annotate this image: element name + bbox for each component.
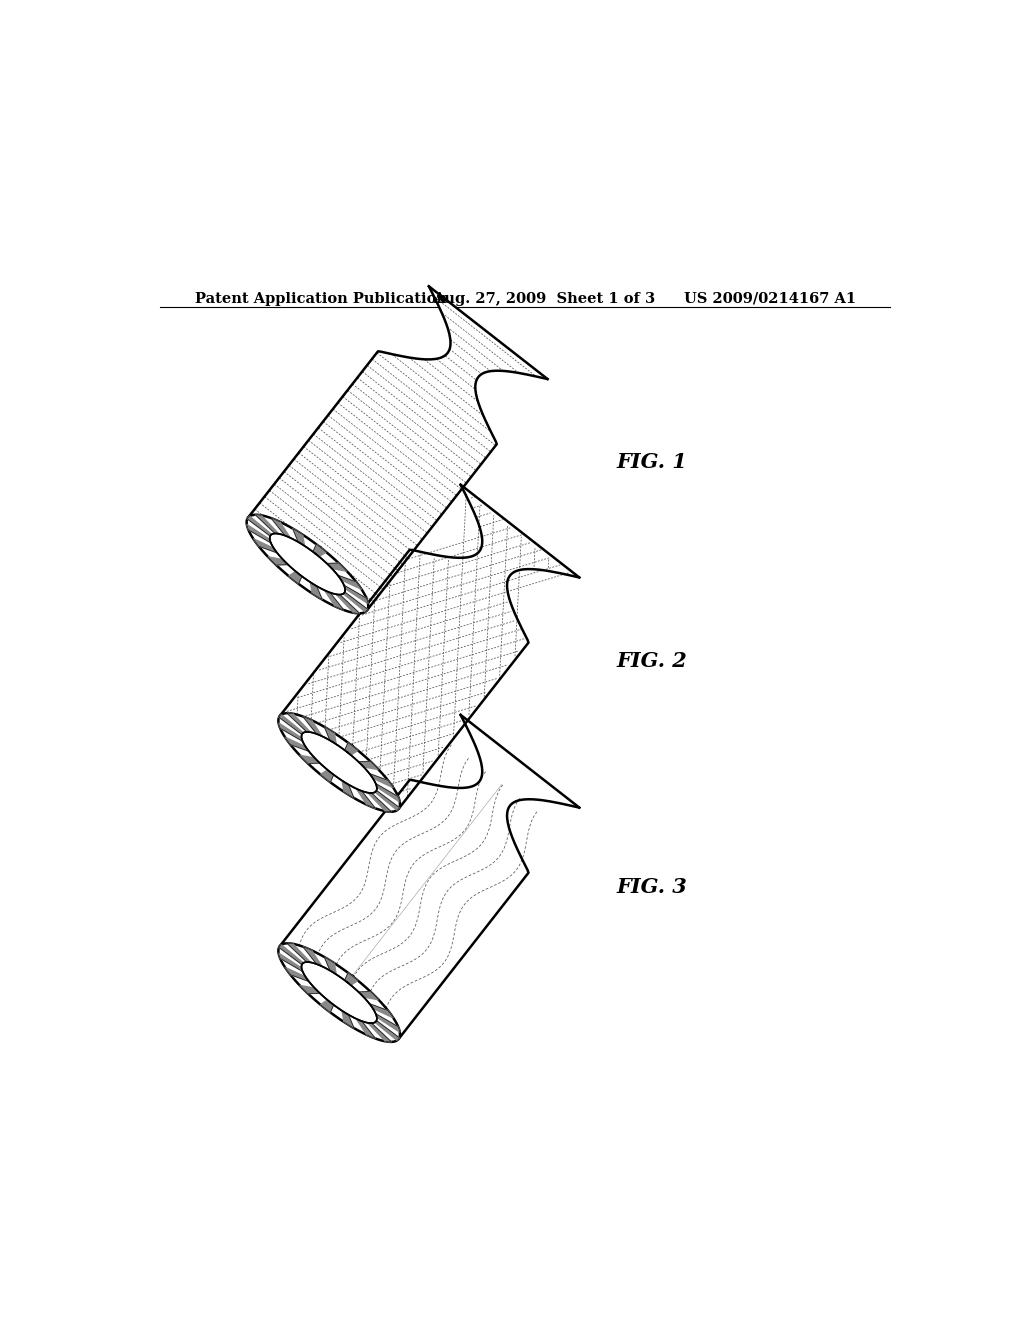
- Polygon shape: [342, 780, 354, 799]
- Polygon shape: [268, 557, 288, 565]
- Polygon shape: [300, 986, 319, 994]
- Polygon shape: [310, 582, 323, 599]
- Polygon shape: [271, 519, 290, 537]
- Polygon shape: [269, 533, 345, 594]
- Text: FIG. 2: FIG. 2: [616, 651, 687, 671]
- Polygon shape: [321, 1001, 334, 1012]
- Polygon shape: [345, 743, 358, 755]
- Polygon shape: [375, 791, 399, 810]
- Polygon shape: [287, 713, 310, 733]
- Text: US 2009/0214167 A1: US 2009/0214167 A1: [684, 292, 856, 306]
- Polygon shape: [248, 286, 548, 610]
- Polygon shape: [247, 524, 271, 543]
- Polygon shape: [300, 755, 319, 763]
- Polygon shape: [358, 762, 379, 770]
- Polygon shape: [344, 585, 368, 603]
- Polygon shape: [279, 713, 400, 812]
- Polygon shape: [255, 515, 279, 533]
- Polygon shape: [289, 572, 302, 583]
- Polygon shape: [327, 564, 347, 572]
- Polygon shape: [376, 1014, 399, 1032]
- Polygon shape: [253, 539, 278, 553]
- Polygon shape: [368, 1023, 391, 1041]
- Polygon shape: [345, 973, 358, 985]
- Polygon shape: [356, 1019, 376, 1039]
- Polygon shape: [285, 968, 309, 982]
- Polygon shape: [303, 717, 322, 737]
- Polygon shape: [293, 528, 304, 546]
- Polygon shape: [338, 576, 361, 589]
- Polygon shape: [279, 953, 303, 972]
- Polygon shape: [280, 484, 580, 809]
- Polygon shape: [375, 1020, 399, 1040]
- Text: Aug. 27, 2009  Sheet 1 of 3: Aug. 27, 2009 Sheet 1 of 3: [433, 292, 655, 306]
- Text: Patent Application Publication: Patent Application Publication: [196, 292, 447, 306]
- Polygon shape: [370, 1003, 393, 1018]
- Polygon shape: [376, 784, 399, 803]
- Polygon shape: [325, 590, 344, 610]
- Polygon shape: [325, 957, 336, 974]
- Polygon shape: [247, 516, 271, 536]
- Polygon shape: [325, 727, 336, 744]
- Polygon shape: [285, 737, 309, 751]
- Polygon shape: [279, 945, 303, 965]
- Polygon shape: [370, 774, 393, 788]
- Polygon shape: [342, 1011, 354, 1028]
- Text: FIG. 3: FIG. 3: [616, 878, 687, 898]
- Polygon shape: [358, 991, 379, 999]
- Polygon shape: [279, 714, 303, 734]
- Polygon shape: [313, 544, 327, 557]
- Polygon shape: [279, 944, 400, 1041]
- Polygon shape: [247, 515, 369, 614]
- Polygon shape: [303, 946, 322, 966]
- Polygon shape: [279, 723, 303, 742]
- Polygon shape: [321, 770, 334, 783]
- Polygon shape: [301, 731, 377, 793]
- Polygon shape: [301, 962, 377, 1023]
- Polygon shape: [336, 594, 359, 614]
- Text: FIG. 1: FIG. 1: [616, 451, 687, 471]
- Polygon shape: [368, 793, 391, 812]
- Polygon shape: [343, 593, 368, 612]
- Polygon shape: [280, 715, 580, 1039]
- Polygon shape: [356, 788, 376, 808]
- Polygon shape: [287, 944, 310, 962]
